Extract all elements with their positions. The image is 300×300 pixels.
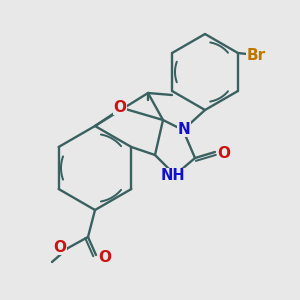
Text: NH: NH	[161, 169, 185, 184]
Text: O: O	[98, 250, 112, 265]
Text: N: N	[178, 122, 190, 136]
Text: O: O	[113, 100, 127, 115]
Text: O: O	[218, 146, 230, 160]
Text: Br: Br	[246, 47, 266, 62]
Text: O: O	[53, 239, 67, 254]
